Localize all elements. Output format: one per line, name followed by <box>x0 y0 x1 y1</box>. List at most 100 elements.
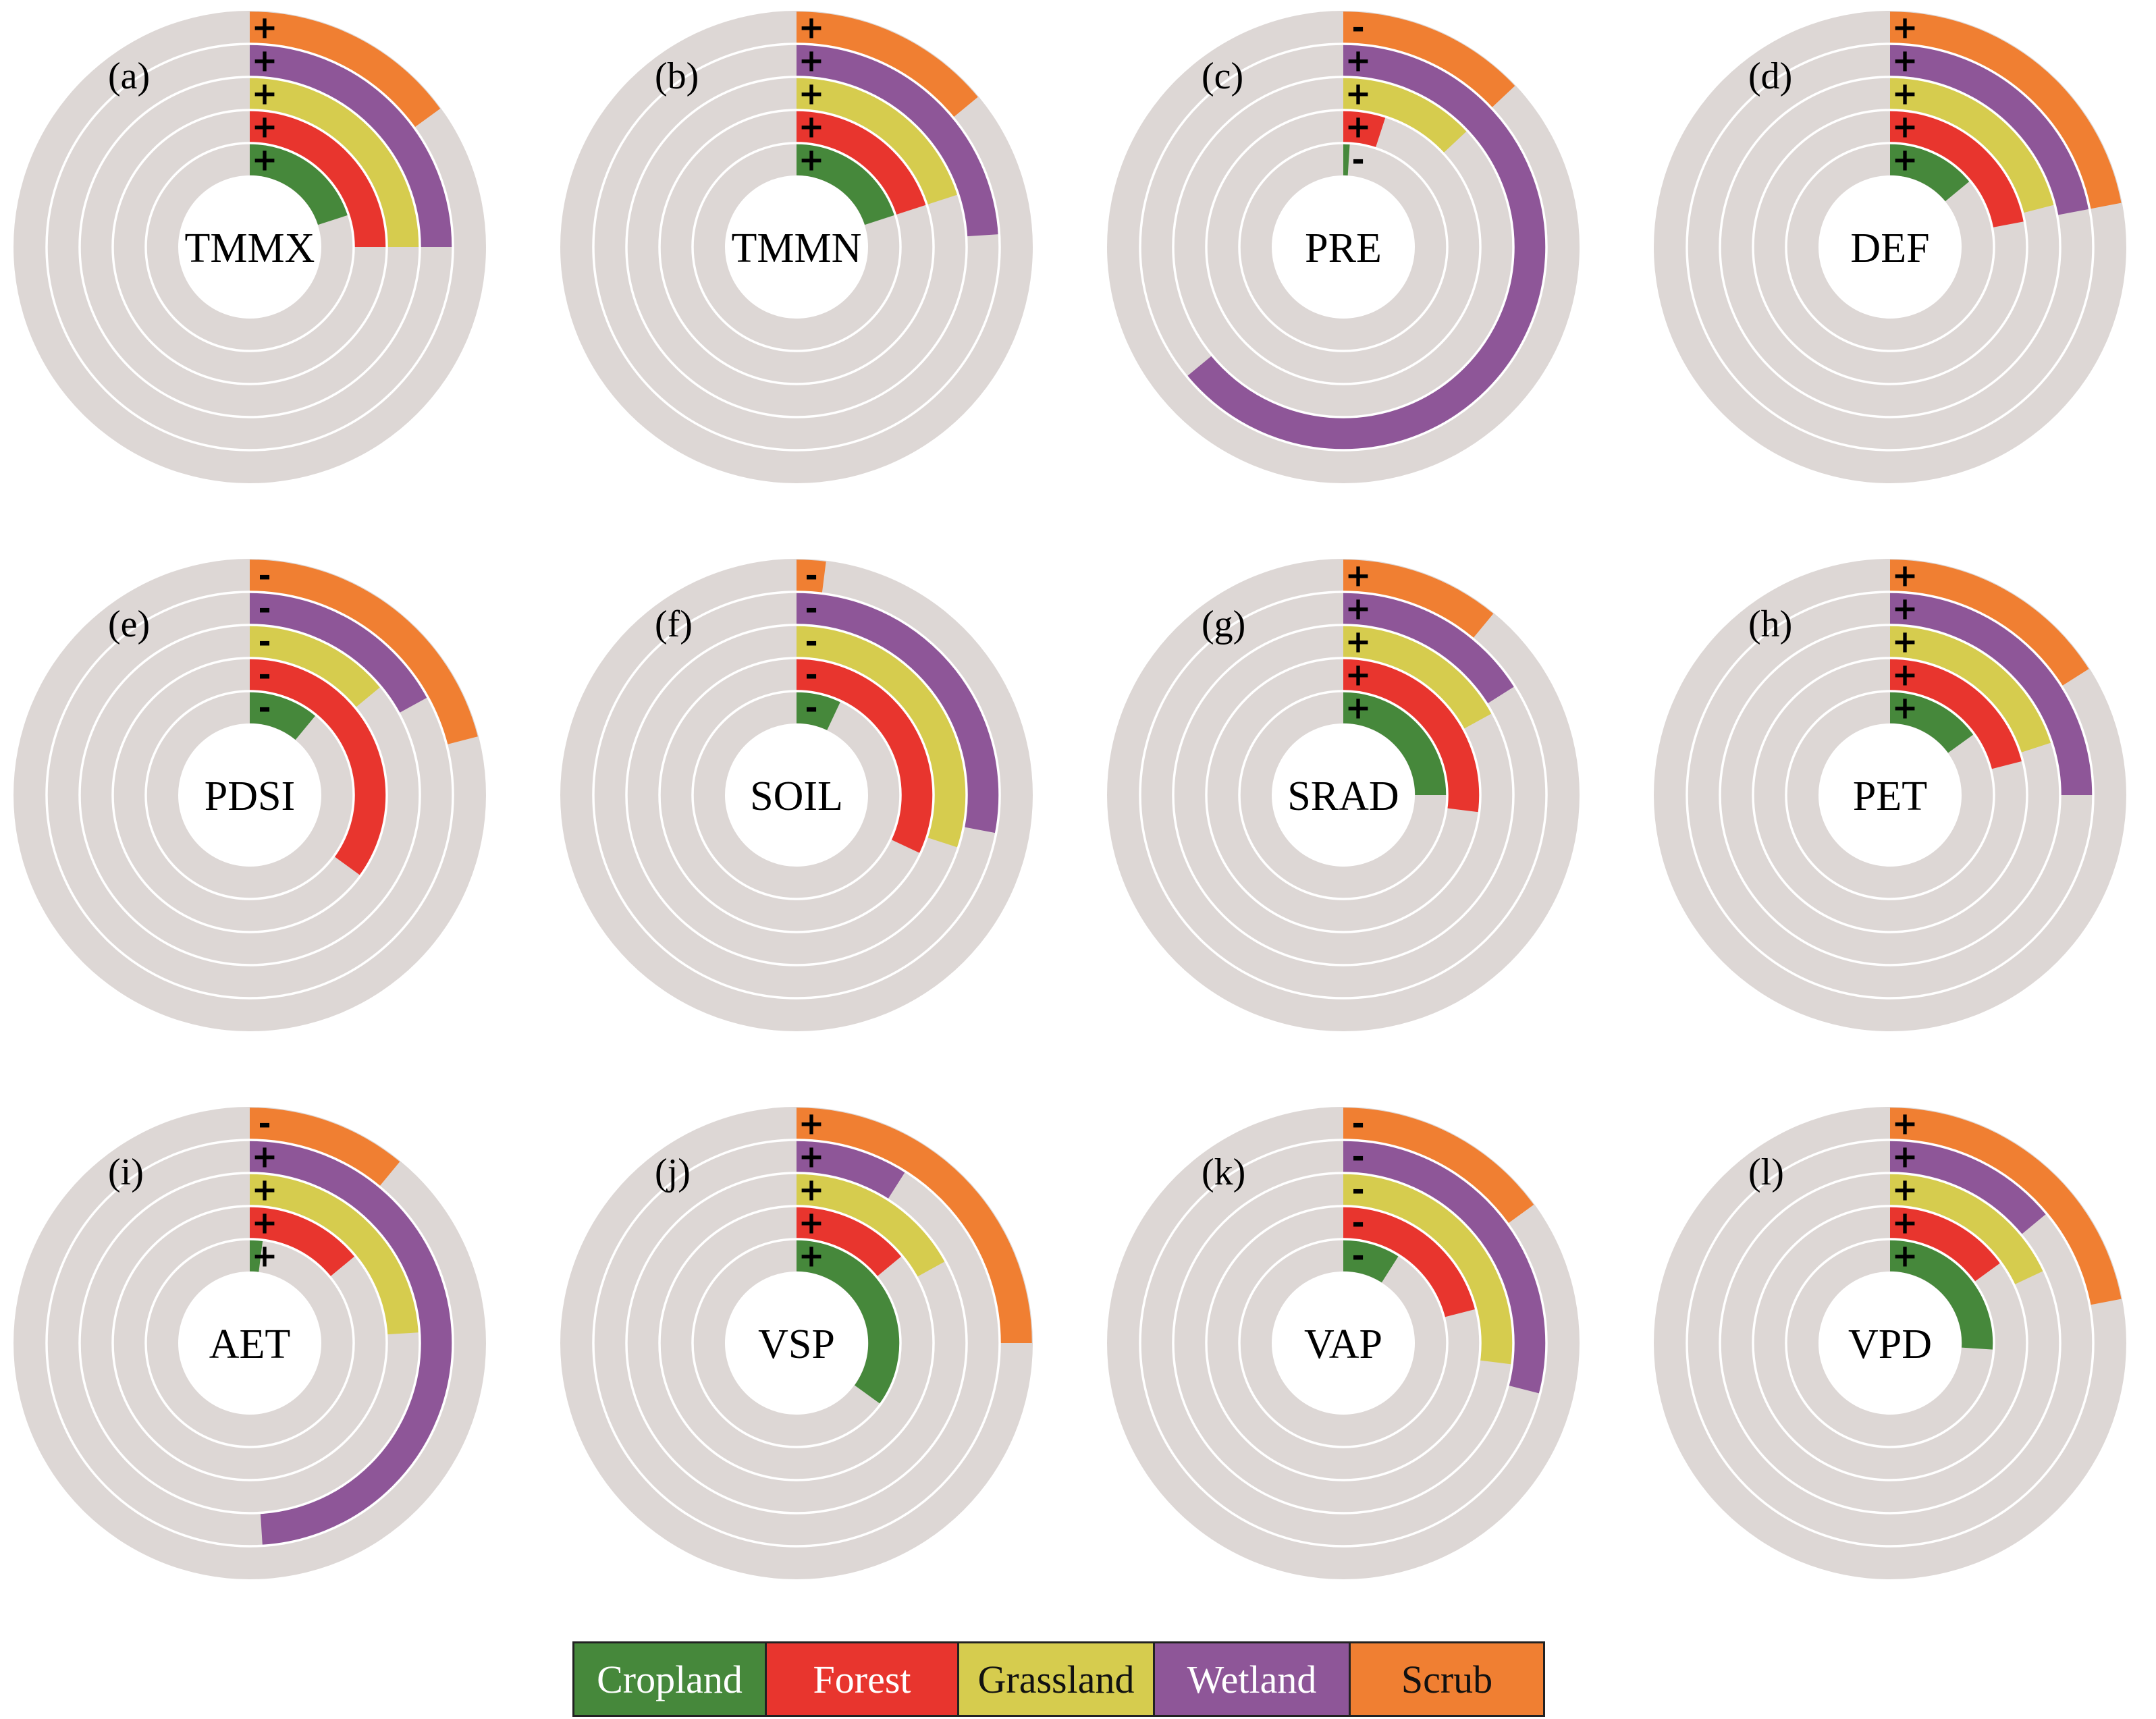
ring-separator <box>1752 657 2028 933</box>
ring-center-hole <box>1272 724 1414 866</box>
ring-separator <box>45 591 454 1000</box>
bar-scrub <box>250 11 441 128</box>
ring-separator <box>1818 1272 1962 1415</box>
legend-item-cropland: Cropland <box>574 1643 767 1715</box>
sign-label-forest: + <box>1345 109 1372 145</box>
bar-grassland <box>1890 1174 2043 1285</box>
ring-separator <box>625 76 968 418</box>
bar-cropland <box>797 692 841 730</box>
bar-wetland <box>250 593 427 713</box>
bar-grassland <box>797 626 966 848</box>
bar-wetland <box>797 593 999 834</box>
ring-separator <box>1139 1139 1548 1548</box>
sign-label-forest: + <box>799 109 825 145</box>
sign-label-grassland: + <box>799 1172 825 1208</box>
legend-item-grassland: Grassland <box>959 1643 1155 1715</box>
ring-separator <box>625 624 968 966</box>
ring-separator <box>45 43 454 452</box>
sign-label-wetland: + <box>252 43 278 79</box>
bar-grassland <box>250 626 381 707</box>
legend-item-forest: Forest <box>767 1643 959 1715</box>
panel-label: (l) <box>1748 1151 1784 1193</box>
panel-label: (b) <box>655 55 699 97</box>
sign-label-wetland: + <box>1892 1139 1918 1175</box>
sign-label-grassland: + <box>799 76 825 112</box>
bar-wetland <box>250 45 452 247</box>
bar-cropland <box>797 1240 900 1404</box>
bar-wetland <box>1890 1141 2046 1234</box>
ring-separator <box>1272 175 1415 319</box>
panel-tmmx: +++++(a)TMMX <box>14 9 486 483</box>
ring-separator <box>111 109 388 385</box>
panel-pet: +++++(h)PET <box>1654 557 2126 1031</box>
sign-label-grassland: - <box>1351 1172 1364 1208</box>
sign-label-wetland: + <box>799 1139 825 1175</box>
ring-separator <box>1752 109 2028 385</box>
ring-separator <box>1686 591 2095 1000</box>
bar-grassland <box>1890 78 2054 213</box>
ring-separator <box>178 1272 321 1415</box>
sign-label-grassland: + <box>252 76 278 112</box>
legend-label: Wetland <box>1187 1657 1317 1701</box>
ring-separator <box>1818 175 1962 319</box>
panel-label: (d) <box>1748 55 1792 97</box>
bar-wetland <box>1890 593 2093 795</box>
center-label: DEF <box>1850 225 1929 271</box>
ring-separator <box>1238 1238 1449 1448</box>
sign-label-grassland: + <box>1892 76 1918 112</box>
ring-separator <box>725 175 868 319</box>
bar-forest <box>797 1207 902 1277</box>
bar-grassland <box>1343 626 1492 729</box>
ring-separator <box>144 690 355 900</box>
sign-label-wetland: + <box>1345 591 1372 627</box>
bar-forest <box>1343 659 1480 813</box>
ring-separator <box>1752 1205 2028 1481</box>
center-label: VSP <box>758 1321 835 1367</box>
sign-label-forest: + <box>1892 109 1918 145</box>
bar-forest <box>250 659 386 875</box>
bar-cropland <box>1889 144 1970 202</box>
panel-label: (k) <box>1202 1151 1245 1193</box>
sign-label-cropland: + <box>252 142 278 178</box>
ring-separator <box>1272 724 1415 867</box>
legend-label: Cropland <box>597 1657 743 1701</box>
ring-center-hole <box>179 1272 321 1414</box>
bar-forest <box>1890 111 2024 227</box>
sign-label-scrub: + <box>1892 1106 1918 1142</box>
sign-label-forest: + <box>1892 657 1918 693</box>
center-label: PDSI <box>205 773 295 819</box>
bar-grassland <box>797 1174 945 1277</box>
ring-separator <box>1785 142 1995 352</box>
sign-label-forest: + <box>252 1205 278 1241</box>
panel-label: (a) <box>108 55 150 97</box>
sign-label-scrub: + <box>1892 557 1918 594</box>
ring-separator <box>144 1238 355 1448</box>
panel-soil: -----(f)SOIL <box>560 557 1033 1031</box>
center-label: TMMN <box>732 225 862 271</box>
ring-separator <box>1205 109 1482 385</box>
ring-separator <box>78 76 421 418</box>
bar-cropland <box>1343 144 1350 175</box>
ring-separator <box>1719 76 2061 418</box>
sign-label-scrub: + <box>1345 557 1372 594</box>
panel-tmmn: +++++(b)TMMN <box>560 9 1033 483</box>
panel-label: (c) <box>1202 55 1243 97</box>
ring-separator <box>725 724 868 867</box>
sign-label-cropland: - <box>1351 142 1364 178</box>
sign-label-cropland: + <box>1892 690 1918 726</box>
sign-label-cropland: + <box>1345 690 1372 726</box>
bar-cropland <box>250 692 316 740</box>
sign-label-cropland: + <box>1892 1238 1918 1274</box>
center-label: PRE <box>1305 225 1382 271</box>
ring-center-hole <box>1272 176 1414 318</box>
sign-label-wetland: - <box>805 591 817 627</box>
bar-wetland <box>1187 45 1546 449</box>
ring-separator <box>1785 690 1995 900</box>
ring-center-hole <box>179 724 321 866</box>
center-label: VAP <box>1304 1321 1382 1367</box>
legend-item-wetland: Wetland <box>1155 1643 1351 1715</box>
ring-separator <box>1719 624 2061 966</box>
ring-separator <box>1686 1139 2095 1548</box>
sign-label-scrub: + <box>252 9 278 46</box>
legend-label: Scrub <box>1401 1657 1493 1701</box>
